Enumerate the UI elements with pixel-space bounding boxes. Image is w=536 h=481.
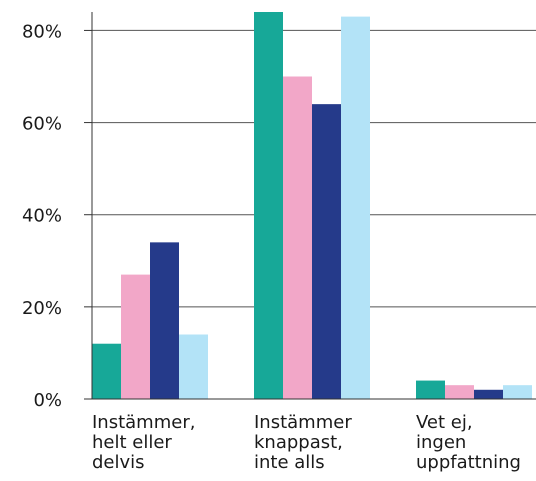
bar	[179, 334, 208, 399]
bars	[92, 12, 532, 400]
x-category-labels: Instämmer, helt eller delvis Instämmer knapp…	[92, 412, 521, 473]
x-category-label: Vet ej, ingen uppfattning	[416, 412, 521, 473]
axes	[84, 12, 536, 400]
bar	[283, 76, 312, 399]
x-category-label: Instämmer, helt eller delvis	[92, 412, 195, 473]
bar	[121, 274, 150, 399]
y-tick-labels: 0% 20% 40% 60% 80%	[22, 21, 62, 411]
y-tick-label: 0%	[33, 390, 62, 411]
bar	[312, 104, 341, 400]
y-tick-label: 60%	[22, 114, 62, 135]
y-tick-label: 20%	[22, 298, 62, 319]
bar	[254, 12, 283, 399]
bar	[341, 16, 370, 399]
y-tick-label: 40%	[22, 206, 62, 227]
bar	[474, 389, 503, 399]
bar	[445, 385, 474, 399]
bar	[92, 343, 121, 399]
y-tick-label: 80%	[22, 21, 62, 42]
bar	[503, 385, 532, 399]
bar	[416, 380, 445, 399]
bar	[150, 242, 179, 399]
x-category-label: Instämmer knappast, inte alls	[254, 412, 352, 473]
